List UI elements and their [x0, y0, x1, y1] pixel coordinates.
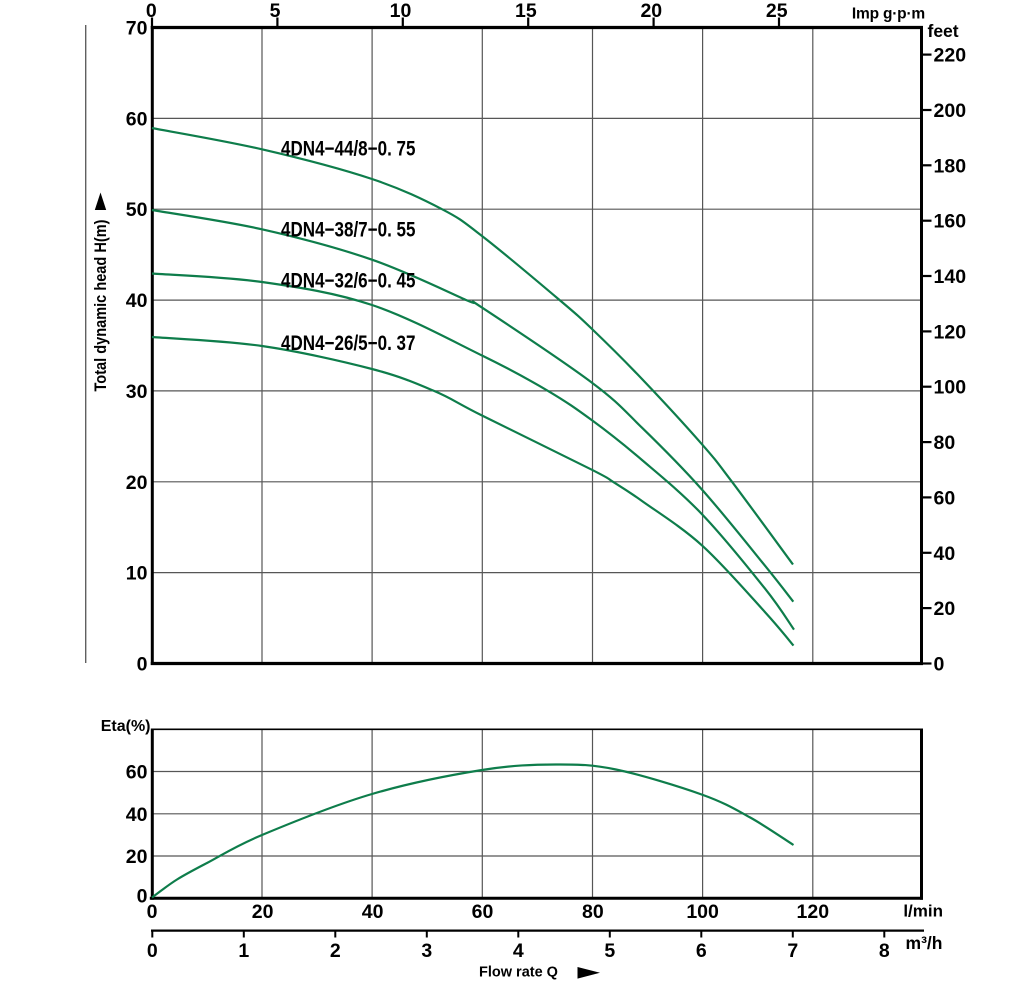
- svg-text:40: 40: [126, 804, 148, 826]
- svg-text:140: 140: [934, 266, 967, 288]
- svg-text:Imp g·p·m: Imp g·p·m: [852, 6, 925, 23]
- svg-text:220: 220: [934, 45, 967, 67]
- svg-text:1: 1: [238, 940, 249, 962]
- svg-text:4DN4−26/5−0. 37: 4DN4−26/5−0. 37: [281, 332, 416, 355]
- svg-text:60: 60: [934, 487, 956, 509]
- svg-text:Total dynamic head H(m): Total dynamic head H(m): [92, 220, 110, 392]
- svg-text:feet: feet: [928, 21, 959, 41]
- svg-text:40: 40: [126, 290, 148, 312]
- svg-text:60: 60: [472, 901, 494, 923]
- svg-text:60: 60: [126, 762, 148, 784]
- svg-text:50: 50: [126, 199, 148, 221]
- svg-text:Eta(%): Eta(%): [101, 718, 151, 735]
- svg-text:20: 20: [252, 901, 274, 923]
- svg-text:180: 180: [934, 155, 967, 177]
- svg-text:70: 70: [126, 18, 148, 40]
- svg-text:120: 120: [797, 901, 830, 923]
- svg-text:Flow rate Q: Flow rate Q: [479, 965, 558, 981]
- svg-text:5: 5: [270, 0, 281, 22]
- svg-text:200: 200: [934, 100, 967, 122]
- svg-text:20: 20: [934, 598, 956, 620]
- svg-text:120: 120: [934, 321, 967, 343]
- svg-text:5: 5: [604, 940, 615, 962]
- svg-text:100: 100: [934, 377, 967, 399]
- svg-text:25: 25: [766, 0, 788, 22]
- svg-text:0: 0: [147, 901, 158, 923]
- svg-text:2: 2: [330, 940, 341, 962]
- svg-text:0: 0: [137, 885, 148, 907]
- svg-text:0: 0: [147, 940, 158, 962]
- svg-text:100: 100: [686, 901, 719, 923]
- svg-text:6: 6: [696, 940, 707, 962]
- svg-text:30: 30: [126, 381, 148, 403]
- svg-text:40: 40: [934, 543, 956, 565]
- svg-text:15: 15: [515, 0, 537, 22]
- svg-text:7: 7: [787, 940, 798, 962]
- svg-text:0: 0: [146, 0, 157, 22]
- svg-text:10: 10: [390, 0, 412, 22]
- svg-text:0: 0: [934, 654, 945, 676]
- svg-text:80: 80: [582, 901, 604, 923]
- svg-text:20: 20: [126, 472, 148, 494]
- svg-text:4: 4: [513, 940, 524, 962]
- svg-text:4DN4−38/7−0. 55: 4DN4−38/7−0. 55: [281, 219, 416, 242]
- svg-text:4DN4−44/8−0. 75: 4DN4−44/8−0. 75: [281, 138, 416, 161]
- svg-text:l/min: l/min: [903, 902, 943, 921]
- svg-text:60: 60: [126, 108, 148, 130]
- svg-text:40: 40: [362, 901, 384, 923]
- svg-text:10: 10: [126, 563, 148, 585]
- svg-text:3: 3: [421, 940, 432, 962]
- svg-text:m³/h: m³/h: [906, 933, 943, 953]
- svg-text:8: 8: [879, 940, 890, 962]
- svg-text:80: 80: [934, 432, 956, 454]
- svg-text:20: 20: [640, 0, 662, 22]
- svg-text:160: 160: [934, 211, 967, 233]
- svg-text:20: 20: [126, 846, 148, 868]
- svg-text:0: 0: [137, 654, 148, 676]
- svg-text:4DN4−32/6−0. 45: 4DN4−32/6−0. 45: [281, 270, 416, 293]
